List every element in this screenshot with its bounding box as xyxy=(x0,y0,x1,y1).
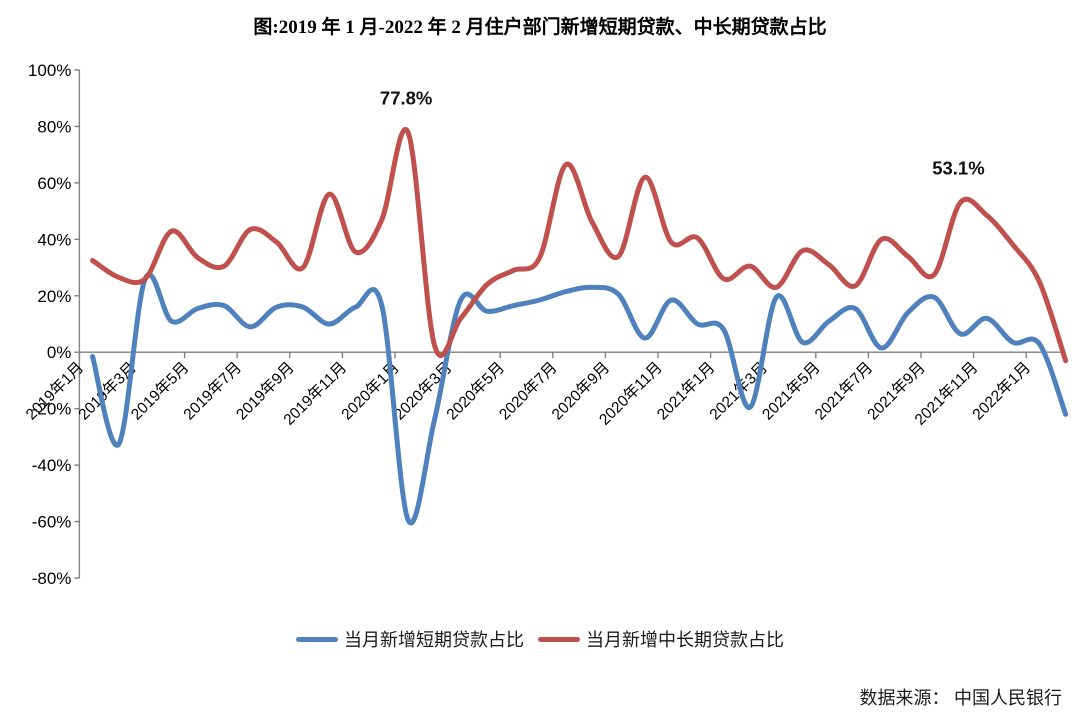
legend-item-short-term: 当月新增短期贷款占比 xyxy=(296,626,524,652)
y-axis-label: 100% xyxy=(28,61,71,80)
legend-label-medium-long-term: 当月新增中长期贷款占比 xyxy=(586,630,784,650)
y-axis-label: 0% xyxy=(47,343,72,362)
y-axis-label: 20% xyxy=(37,287,71,306)
y-axis-label: -60% xyxy=(32,513,72,532)
y-axis-label: -40% xyxy=(32,456,72,475)
short-term-line-swatch xyxy=(296,636,338,642)
y-axis-label: -80% xyxy=(32,569,72,588)
series-line-short-term xyxy=(90,272,1069,526)
x-axis-label: 2022年1月 xyxy=(969,358,1034,423)
annotation-label: 53.1% xyxy=(932,157,984,178)
line-chart: 100%80%60%40%20%0%-20%-40%-60%-80%2019年1… xyxy=(22,61,1069,588)
y-axis-label: 60% xyxy=(37,174,71,193)
y-axis-label: 40% xyxy=(37,230,71,249)
legend-item-medium-long-term: 当月新增中长期贷款占比 xyxy=(538,626,784,652)
y-axis-label: 80% xyxy=(37,117,71,136)
y-axis-label: -20% xyxy=(32,400,72,419)
chart-title: 图:2019 年 1 月-2022 年 2 月住户部门新增短期贷款、中长期贷款占… xyxy=(253,17,827,38)
chart-legend: 当月新增短期贷款占比 当月新增中长期贷款占比 xyxy=(0,624,1080,654)
medium-long-term-line-swatch xyxy=(538,636,580,642)
data-source-note: 数据来源： 中国人民银行 xyxy=(859,688,1063,708)
annotation-label: 77.8% xyxy=(380,88,432,109)
legend-label-short-term: 当月新增短期贷款占比 xyxy=(344,630,524,650)
series-line-medium-long-term xyxy=(90,127,1069,364)
